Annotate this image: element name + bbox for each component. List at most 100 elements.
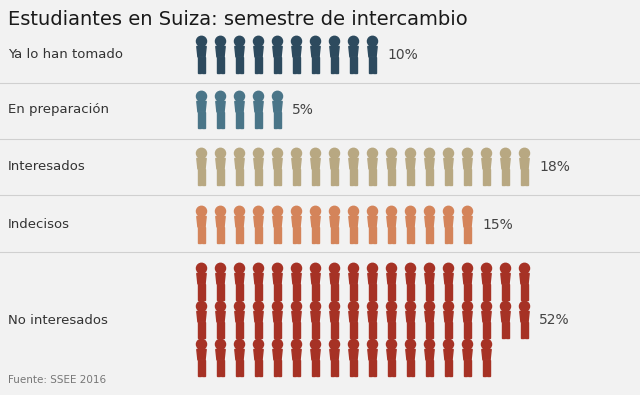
Circle shape [330, 339, 340, 349]
Circle shape [291, 148, 301, 158]
Polygon shape [335, 169, 339, 185]
Circle shape [424, 148, 435, 158]
Polygon shape [483, 360, 486, 376]
Polygon shape [216, 227, 220, 243]
Circle shape [291, 206, 301, 216]
Polygon shape [373, 57, 376, 73]
Polygon shape [349, 227, 353, 243]
Polygon shape [449, 284, 452, 300]
Polygon shape [525, 169, 529, 185]
Polygon shape [387, 216, 396, 227]
Circle shape [273, 36, 282, 46]
Polygon shape [216, 311, 225, 322]
Polygon shape [202, 360, 205, 376]
Polygon shape [369, 284, 372, 300]
Polygon shape [273, 322, 276, 338]
Polygon shape [482, 158, 491, 169]
Polygon shape [406, 216, 415, 227]
Polygon shape [444, 349, 453, 360]
Circle shape [216, 339, 225, 349]
Polygon shape [235, 349, 244, 360]
Polygon shape [482, 349, 491, 360]
Circle shape [444, 148, 454, 158]
Circle shape [234, 36, 244, 46]
Polygon shape [259, 227, 262, 243]
Polygon shape [388, 169, 390, 185]
Polygon shape [198, 57, 200, 73]
Polygon shape [426, 284, 429, 300]
Polygon shape [387, 158, 396, 169]
Circle shape [348, 36, 358, 46]
Circle shape [406, 339, 415, 349]
Circle shape [348, 263, 358, 273]
Polygon shape [312, 360, 315, 376]
Polygon shape [216, 57, 220, 73]
Circle shape [348, 339, 358, 349]
Polygon shape [406, 158, 415, 169]
Polygon shape [273, 227, 276, 243]
Text: Estudiantes en Suiza: semestre de intercambio: Estudiantes en Suiza: semestre de interc… [8, 10, 468, 29]
Circle shape [273, 339, 282, 349]
Polygon shape [468, 360, 472, 376]
Polygon shape [335, 360, 339, 376]
Polygon shape [373, 169, 376, 185]
Polygon shape [501, 158, 510, 169]
Polygon shape [273, 158, 282, 169]
Polygon shape [412, 284, 415, 300]
Circle shape [216, 91, 225, 102]
Polygon shape [373, 227, 376, 243]
Polygon shape [236, 112, 239, 128]
Polygon shape [369, 360, 372, 376]
Polygon shape [426, 322, 429, 338]
Polygon shape [483, 322, 486, 338]
Polygon shape [330, 284, 333, 300]
Circle shape [330, 301, 340, 311]
Polygon shape [388, 322, 390, 338]
Text: Ya lo han tomado: Ya lo han tomado [8, 49, 123, 62]
Text: En preparación: En preparación [8, 103, 109, 117]
Polygon shape [449, 360, 452, 376]
Circle shape [234, 263, 244, 273]
Polygon shape [316, 169, 319, 185]
Polygon shape [468, 169, 472, 185]
Polygon shape [235, 273, 244, 284]
Polygon shape [278, 112, 282, 128]
Polygon shape [236, 284, 239, 300]
Circle shape [406, 263, 415, 273]
Polygon shape [468, 322, 472, 338]
Polygon shape [430, 360, 433, 376]
Polygon shape [236, 57, 239, 73]
Polygon shape [221, 284, 225, 300]
Polygon shape [445, 360, 447, 376]
Polygon shape [425, 311, 434, 322]
Polygon shape [520, 273, 529, 284]
Polygon shape [330, 46, 339, 57]
Polygon shape [216, 216, 225, 227]
Polygon shape [330, 349, 339, 360]
Circle shape [216, 36, 225, 46]
Polygon shape [335, 284, 339, 300]
Polygon shape [292, 57, 296, 73]
Polygon shape [236, 169, 239, 185]
Polygon shape [254, 216, 263, 227]
Polygon shape [392, 169, 396, 185]
Polygon shape [488, 360, 490, 376]
Polygon shape [449, 227, 452, 243]
Circle shape [463, 206, 472, 216]
Polygon shape [449, 322, 452, 338]
Text: Interesados: Interesados [8, 160, 86, 173]
Polygon shape [235, 158, 244, 169]
Polygon shape [292, 360, 296, 376]
Polygon shape [236, 322, 239, 338]
Polygon shape [278, 322, 282, 338]
Polygon shape [198, 322, 200, 338]
Polygon shape [278, 169, 282, 185]
Circle shape [291, 301, 301, 311]
Polygon shape [463, 169, 467, 185]
Polygon shape [506, 284, 509, 300]
Polygon shape [430, 169, 433, 185]
Polygon shape [387, 349, 396, 360]
Polygon shape [235, 46, 244, 57]
Circle shape [387, 148, 397, 158]
Polygon shape [273, 102, 282, 112]
